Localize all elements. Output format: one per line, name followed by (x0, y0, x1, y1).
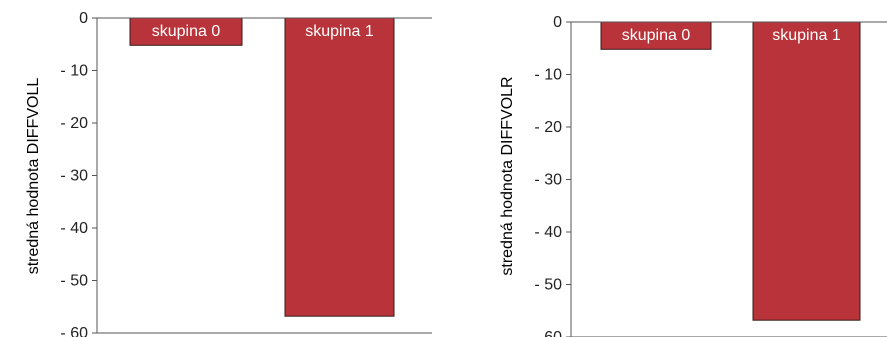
y-tick-label: - 20 (60, 115, 88, 132)
category-labels: skupina 0 skupina 1 (622, 27, 841, 44)
y-axis-title: stredná hodnota DIFFVOLL (25, 78, 42, 275)
bar-skupina-1 (752, 21, 861, 321)
y-tick-label: - 10 (534, 67, 562, 84)
y-tick-label: - 10 (60, 63, 88, 80)
chart-right: stredná hodnota DIFFVOLR 0 - 10 - 20 - 3… (499, 14, 887, 337)
y-tick-label: - 60 (534, 329, 562, 337)
y-tick-label: - 40 (60, 220, 88, 237)
y-tick-label: 0 (79, 10, 88, 27)
plot-frame (96, 17, 432, 334)
y-tick-label: - 50 (60, 273, 88, 290)
y-axis-title: stredná hodnota DIFFVOLR (499, 76, 516, 275)
category-labels: skupina 0 skupina 1 (152, 23, 374, 40)
y-tick-label: - 40 (534, 224, 562, 241)
bar-skupina-0 (600, 21, 712, 50)
chart-left: stredná hodnota DIFFVOLL 0 - 10 - 20 - 3… (25, 10, 432, 337)
category-label: skupina 0 (152, 23, 221, 40)
category-label: skupina 0 (622, 27, 691, 44)
y-tick-labels: 0 - 10 - 20 - 30 - 40 - 50 - 60 (60, 10, 97, 337)
y-tick-label: - 60 (60, 325, 88, 337)
bars (600, 21, 861, 321)
y-tick-label: - 30 (60, 168, 88, 185)
y-tick-label: - 30 (534, 172, 562, 189)
y-tick-label: - 50 (534, 277, 562, 294)
y-tick-label: - 20 (534, 119, 562, 136)
bar-skupina-1 (284, 17, 395, 317)
y-tick-label: 0 (553, 14, 562, 31)
category-label: skupina 1 (772, 27, 841, 44)
plot-frame (570, 21, 887, 337)
bar-skupina-0 (129, 17, 243, 46)
bars (129, 17, 395, 317)
y-tick-labels: 0 - 10 - 20 - 30 - 40 - 50 - 60 (534, 14, 571, 337)
category-label: skupina 1 (305, 23, 374, 40)
